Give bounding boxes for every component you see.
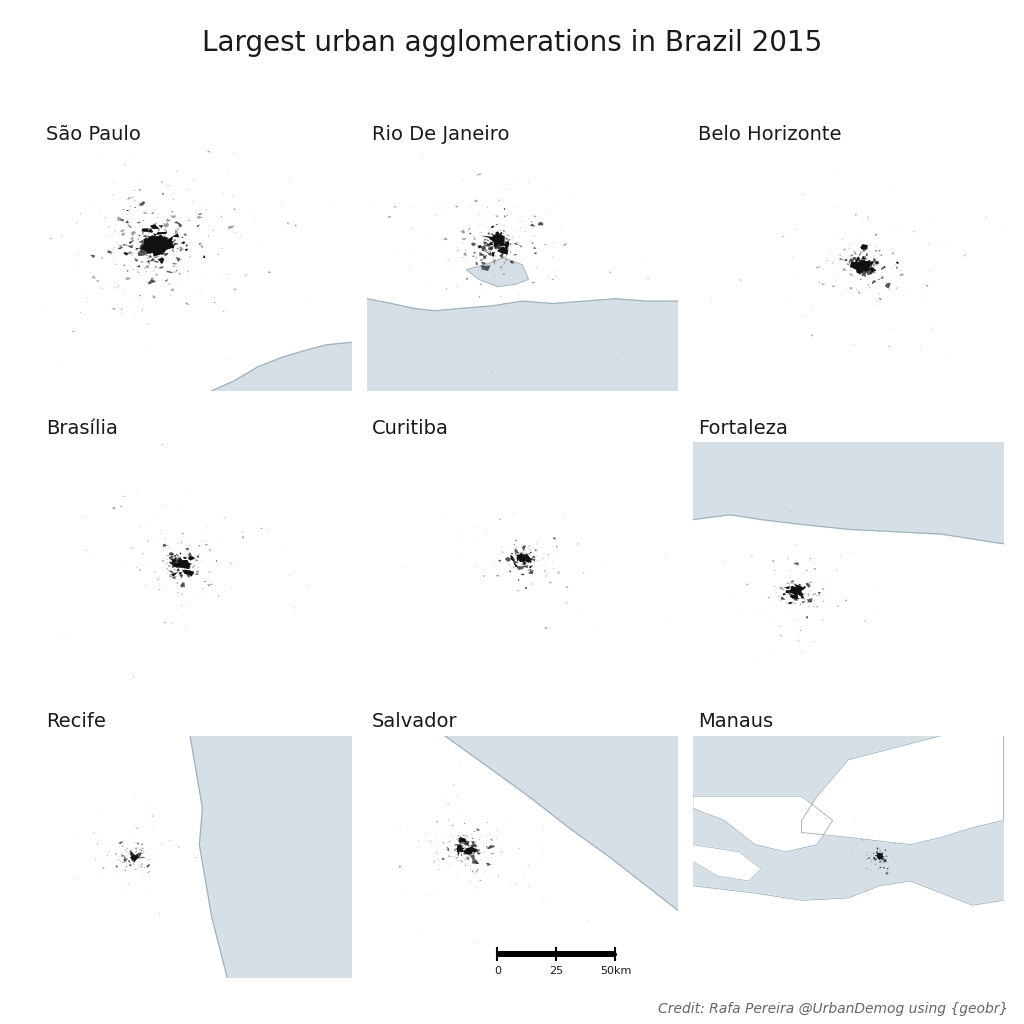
Text: Manaus: Manaus (698, 713, 773, 731)
Polygon shape (466, 258, 528, 287)
Polygon shape (693, 797, 833, 852)
Text: Credit: Rafa Pereira @UrbanDemog using {geobr}: Credit: Rafa Pereira @UrbanDemog using {… (658, 1001, 1009, 1016)
Polygon shape (693, 881, 1004, 978)
Text: Rio De Janeiro: Rio De Janeiro (372, 125, 510, 144)
Text: Brasília: Brasília (46, 419, 118, 438)
Bar (556, 950, 615, 956)
Polygon shape (693, 845, 761, 881)
Text: Largest urban agglomerations in Brazil 2015: Largest urban agglomerations in Brazil 2… (202, 29, 822, 56)
Text: 0: 0 (494, 966, 501, 976)
Text: Belo Horizonte: Belo Horizonte (698, 125, 842, 144)
Polygon shape (444, 735, 678, 910)
Polygon shape (693, 442, 1004, 544)
Text: Curitiba: Curitiba (372, 419, 449, 438)
Text: Fortaleza: Fortaleza (698, 419, 787, 438)
Bar (498, 950, 556, 956)
Text: 25: 25 (549, 966, 563, 976)
Text: 50km: 50km (600, 966, 631, 976)
Polygon shape (190, 735, 351, 978)
Polygon shape (367, 299, 678, 391)
Polygon shape (212, 342, 351, 391)
Polygon shape (802, 735, 1004, 845)
Text: Recife: Recife (46, 713, 105, 731)
Text: Salvador: Salvador (372, 713, 458, 731)
Text: São Paulo: São Paulo (46, 125, 141, 144)
